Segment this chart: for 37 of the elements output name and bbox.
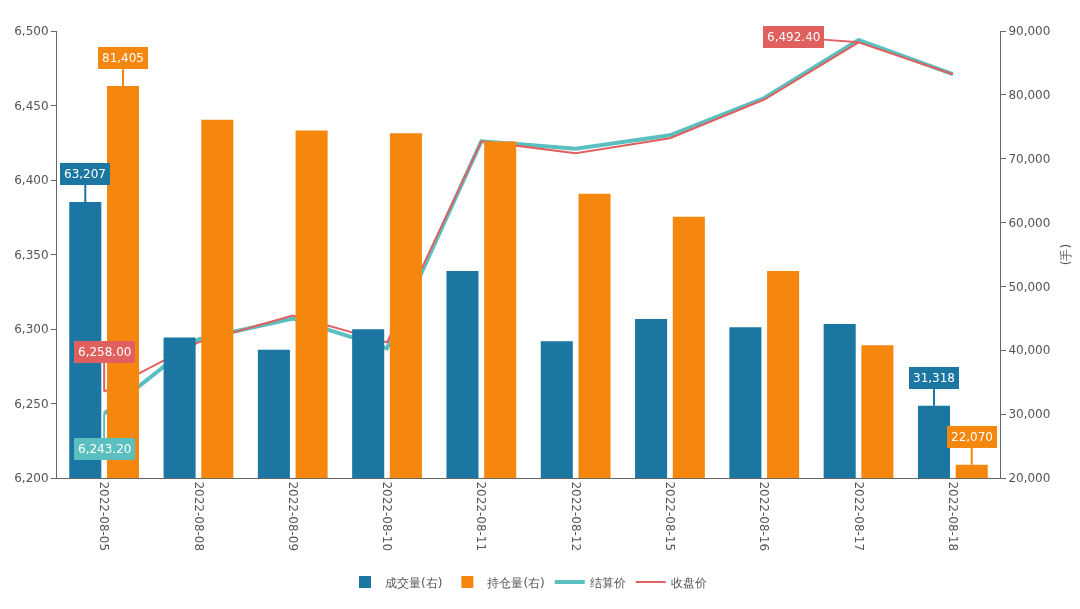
legend-label: 收盘价 xyxy=(670,575,707,590)
x-tick-label: 2022-08-18 xyxy=(945,481,960,552)
data-label: 22,070 xyxy=(951,430,993,444)
y-tick-label: 6,400 xyxy=(14,173,49,188)
data-label: 6,258.00 xyxy=(78,345,132,359)
data-label: 63,207 xyxy=(64,167,106,181)
y2-axis-title: (手) xyxy=(1059,243,1074,266)
data-label: 81,405 xyxy=(102,51,144,65)
x-tick-label: 2022-08-16 xyxy=(757,481,772,552)
legend-label: 持仓量(右) xyxy=(487,575,545,590)
legend-label: 成交量(右) xyxy=(385,575,443,590)
y-tick-label: 6,200 xyxy=(14,471,49,486)
y-tick-label: 6,300 xyxy=(14,322,49,337)
y-tick-label: 6,350 xyxy=(14,247,49,262)
y2-tick-label: 60,000 xyxy=(1008,215,1051,230)
x-tick-label: 2022-08-12 xyxy=(568,481,583,552)
x-tick-label: 2022-08-15 xyxy=(663,481,678,552)
x-tick-label: 2022-08-17 xyxy=(851,481,866,552)
y-tick-label: 6,250 xyxy=(14,396,49,411)
y2-tick-label: 70,000 xyxy=(1008,151,1051,166)
y2-tick-label: 20,000 xyxy=(1008,471,1051,486)
legend-label: 结算价 xyxy=(589,575,626,590)
y2-tick-label: 50,000 xyxy=(1008,279,1051,294)
y-tick-label: 6,450 xyxy=(14,98,49,113)
data-label: 31,318 xyxy=(913,371,955,385)
y2-tick-label: 40,000 xyxy=(1008,343,1051,358)
x-tick-label: 2022-08-11 xyxy=(474,481,489,552)
y2-tick-label: 80,000 xyxy=(1008,88,1051,103)
x-tick-label: 2022-08-05 xyxy=(97,481,112,552)
data-label: 6,243.20 xyxy=(78,442,132,456)
y2-tick-label: 30,000 xyxy=(1008,407,1051,422)
x-tick-label: 2022-08-10 xyxy=(380,481,395,552)
y-tick-label: 6,500 xyxy=(14,24,49,39)
data-label: 6,492.40 xyxy=(767,30,821,44)
y2-tick-label: 90,000 xyxy=(1008,24,1051,39)
x-tick-label: 2022-08-08 xyxy=(191,481,206,552)
x-tick-label: 2022-08-09 xyxy=(285,481,300,552)
